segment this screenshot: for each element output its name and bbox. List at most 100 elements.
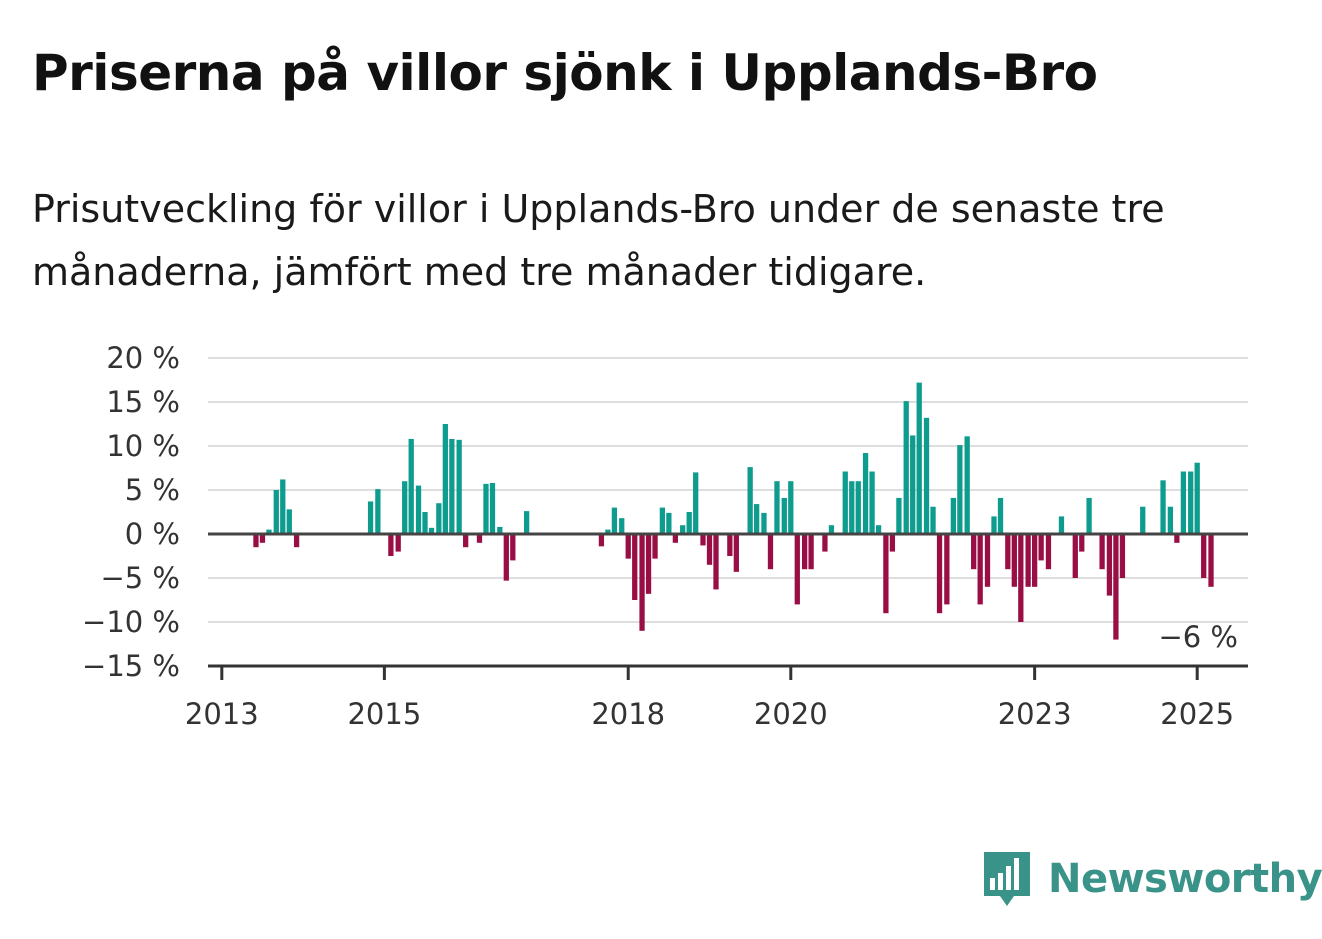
bar bbox=[1208, 534, 1214, 587]
bar bbox=[875, 525, 882, 534]
bar bbox=[259, 534, 266, 543]
bar bbox=[598, 534, 605, 547]
bar bbox=[1167, 506, 1174, 534]
tick-labels: 20 % 15 % 10 % 5 % 0 % −5 % −10 % −15 %2013 2015… bbox=[82, 341, 1234, 731]
bar bbox=[1011, 534, 1017, 587]
x-tick-label: 2015 bbox=[347, 697, 421, 731]
bar bbox=[754, 504, 760, 534]
bar bbox=[293, 534, 300, 548]
bar bbox=[436, 503, 442, 534]
bar bbox=[991, 516, 997, 534]
bar bbox=[497, 526, 503, 534]
bar bbox=[1194, 462, 1200, 534]
y-tick-label: −10 % bbox=[82, 605, 180, 639]
bar bbox=[266, 529, 272, 534]
bar bbox=[923, 417, 930, 534]
bar bbox=[713, 534, 719, 590]
bar bbox=[625, 534, 631, 559]
bar bbox=[510, 534, 516, 561]
axes bbox=[208, 532, 1248, 680]
bar bbox=[280, 479, 286, 534]
bar bbox=[883, 534, 889, 614]
bar bbox=[1018, 534, 1024, 622]
bars bbox=[253, 382, 1214, 640]
chart-title: Priserna på villor sjönk i Upplands-Bro bbox=[32, 44, 1098, 102]
y-tick-label: 20 % bbox=[106, 341, 180, 375]
bar bbox=[1180, 471, 1187, 534]
bar bbox=[1079, 534, 1085, 552]
bar bbox=[476, 534, 483, 543]
bar bbox=[936, 534, 943, 614]
y-tick-label: 5 % bbox=[125, 473, 180, 507]
bar bbox=[605, 529, 611, 534]
bar bbox=[489, 482, 496, 534]
bar bbox=[645, 534, 652, 594]
bar bbox=[611, 507, 618, 534]
bar bbox=[1201, 534, 1207, 578]
bar bbox=[747, 467, 753, 534]
bar bbox=[1025, 534, 1031, 587]
y-tick-label: 15 % bbox=[106, 385, 180, 419]
bar bbox=[286, 509, 292, 534]
bar bbox=[632, 534, 638, 600]
bar bbox=[680, 525, 686, 534]
bar bbox=[456, 439, 462, 534]
bar bbox=[449, 438, 455, 534]
bar bbox=[903, 401, 909, 534]
bar bbox=[408, 438, 414, 534]
bar bbox=[788, 481, 794, 534]
brand-logo: Newsworthy bbox=[980, 848, 1322, 910]
x-tick-label: 2018 bbox=[591, 697, 665, 731]
bar bbox=[706, 534, 713, 565]
y-tick-label: 10 % bbox=[106, 429, 180, 463]
chart-subtitle: Prisutveckling för villor i Upplands-Bro… bbox=[32, 187, 1165, 294]
bar bbox=[862, 453, 869, 534]
bar bbox=[889, 534, 896, 552]
bar bbox=[1188, 471, 1194, 534]
x-tick-label: 2020 bbox=[754, 697, 828, 731]
bar bbox=[910, 435, 916, 534]
bar bbox=[971, 534, 977, 570]
bar-chart: 20 % 15 % 10 % 5 % 0 % −5 % −10 % −15 %2013 2015… bbox=[82, 341, 1248, 731]
bar bbox=[652, 534, 658, 559]
bar bbox=[1106, 534, 1113, 596]
bar bbox=[842, 471, 848, 534]
bar bbox=[727, 534, 733, 556]
bar bbox=[463, 534, 469, 548]
bar bbox=[964, 436, 970, 534]
bar bbox=[1005, 534, 1011, 570]
bar bbox=[761, 512, 767, 534]
x-tick-label: 2023 bbox=[998, 697, 1072, 731]
bar bbox=[801, 534, 808, 570]
bar bbox=[781, 497, 787, 534]
bar bbox=[1174, 534, 1180, 543]
bar bbox=[672, 534, 679, 543]
bar bbox=[1086, 497, 1092, 534]
bar bbox=[957, 445, 963, 534]
bar bbox=[402, 481, 408, 534]
last-value-label: −6 % bbox=[1158, 620, 1238, 654]
bar bbox=[944, 534, 950, 605]
bar bbox=[422, 512, 428, 534]
bar bbox=[1072, 534, 1078, 578]
bar bbox=[395, 534, 401, 552]
bar bbox=[849, 481, 855, 534]
brand-name: Newsworthy bbox=[1048, 856, 1322, 902]
bar bbox=[415, 485, 422, 534]
bar bbox=[828, 525, 835, 534]
bar bbox=[1113, 534, 1119, 640]
bar bbox=[523, 511, 530, 534]
bar bbox=[997, 497, 1004, 534]
bar bbox=[794, 534, 800, 605]
bar bbox=[1099, 534, 1105, 570]
y-tick-label: −5 % bbox=[100, 561, 180, 595]
bar bbox=[977, 534, 983, 605]
bar bbox=[659, 507, 666, 534]
y-tick-label: −15 % bbox=[82, 649, 180, 683]
bar bbox=[428, 527, 435, 534]
bar bbox=[1119, 534, 1126, 578]
x-tick-label: 2025 bbox=[1160, 697, 1234, 731]
bar bbox=[767, 534, 774, 570]
bar bbox=[273, 490, 279, 534]
bar bbox=[442, 424, 448, 534]
